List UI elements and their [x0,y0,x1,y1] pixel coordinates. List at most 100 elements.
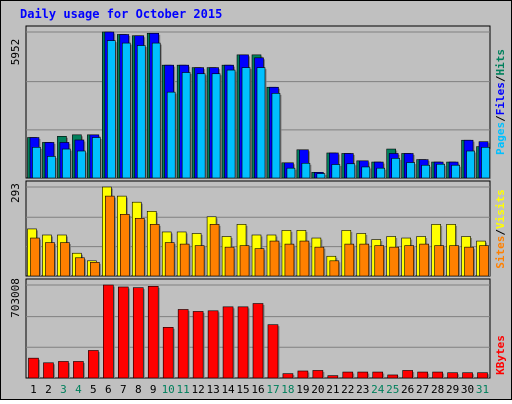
sites-bar [314,246,325,277]
x-axis-day-labels: 1 2 3 4 5 6 7 8 9 10 11 12 13 14 15 16 17 18 19 20 21 22 23 24 2… [30,383,489,396]
day-9-group [146,211,161,277]
files-bar [316,173,326,179]
kbytes-bar [282,373,294,379]
sites-bar [194,245,205,277]
x-tick-label: 17 [266,383,279,396]
day-8-group [131,35,147,179]
x-tick-label: 13 [206,383,219,396]
day-11-group [176,231,191,277]
day-11-group [176,64,192,179]
chart-title: Daily usage for October 2015 [20,7,222,21]
x-tick-label: 1 [30,383,37,396]
x-tick-label: 12 [192,383,205,396]
day-29-group [446,161,462,179]
day-20-group [311,172,327,179]
day-14-group [221,236,236,277]
kbytes-bar [477,372,488,379]
kbytes-bar [237,306,249,379]
files-bar [211,73,221,179]
kbytes-bar [207,310,219,379]
panel2-legend: Sites/Visits [494,189,507,269]
legend-sites: Sites [494,236,507,269]
x-tick-label: 3 [60,383,67,396]
day-5-group [87,134,102,179]
x-tick-label: 4 [75,383,82,396]
kbytes-bar [387,374,399,379]
day-4-group [72,134,87,179]
sites-bar [239,245,250,277]
legend-pages: Pages [494,122,507,155]
sites-bar [164,242,175,277]
day-19-group [296,230,311,277]
files-bar [391,158,401,179]
sites-bar [299,240,310,277]
day-7-group [116,34,132,179]
files-bar [331,164,341,179]
files-bar [47,156,56,179]
svg-text:Pages/Files/Hits: Pages/Files/Hits [494,49,507,155]
kbytes-bar [103,284,114,379]
panel-3 [25,278,491,379]
kbytes-bar [372,371,384,379]
day-24-group [371,161,387,179]
sites-bar [134,217,145,277]
sites-bar [254,248,265,277]
panel3-ymax-label: 703008 [9,278,22,318]
files-bar [256,67,266,179]
files-bar [451,164,460,179]
files-bar [286,167,296,179]
day-6-group [102,186,116,277]
files-bar [107,40,116,179]
panel1-legend: Pages/Files/Hits [494,49,507,155]
x-tick-label: 7 [120,383,127,396]
files-bar [361,166,371,179]
day-25-group [386,236,401,277]
day-28-group [431,224,446,277]
kbytes-bar [402,370,413,379]
day-21-group [326,152,342,179]
sites-bar [119,214,130,277]
kbytes-bar [297,370,309,379]
day-12-group [191,67,207,179]
day-13-group [206,216,221,277]
kbytes-bar [177,309,189,379]
files-bar [151,42,161,179]
day-22-group [341,230,356,277]
day-19-group [296,149,312,179]
day-12-group [191,233,206,277]
day-9-group [146,32,162,179]
sites-bar [449,245,459,277]
chart-panels [25,25,492,379]
x-tick-label: 5 [90,383,97,396]
sites-bar [75,257,85,277]
day-18-group [281,162,297,179]
files-bar [77,150,86,179]
day-31-group [476,141,492,179]
sites-bar [359,243,370,277]
x-tick-label: 2 [45,383,52,396]
x-tick-label: 25 [386,383,399,396]
sites-bar [329,260,340,277]
day-29-group [446,224,461,277]
legend-kbytes: KBytes [494,335,507,375]
kbytes-bar [147,286,159,379]
kbytes-bar [267,324,279,379]
files-bar [62,148,71,179]
sites-bar [224,246,235,277]
sites-bar [419,243,429,277]
legend-visits: Visits [494,189,507,229]
kbytes-bar [222,306,234,379]
day-26-group [401,237,416,277]
sites-bar [389,246,400,277]
kbytes-bar [192,311,204,379]
sites-bar [434,245,444,277]
panel3-legend: KBytes [494,335,507,375]
x-tick-label: 10 [162,383,175,396]
x-tick-label: 31 [476,383,489,396]
x-tick-label: 11 [177,383,190,396]
panel1-ymax-label: 5952 [9,39,22,66]
day-5-group [87,260,101,277]
files-bar [406,162,415,179]
legend-files: Files [494,82,507,115]
sites-bar [269,240,280,277]
